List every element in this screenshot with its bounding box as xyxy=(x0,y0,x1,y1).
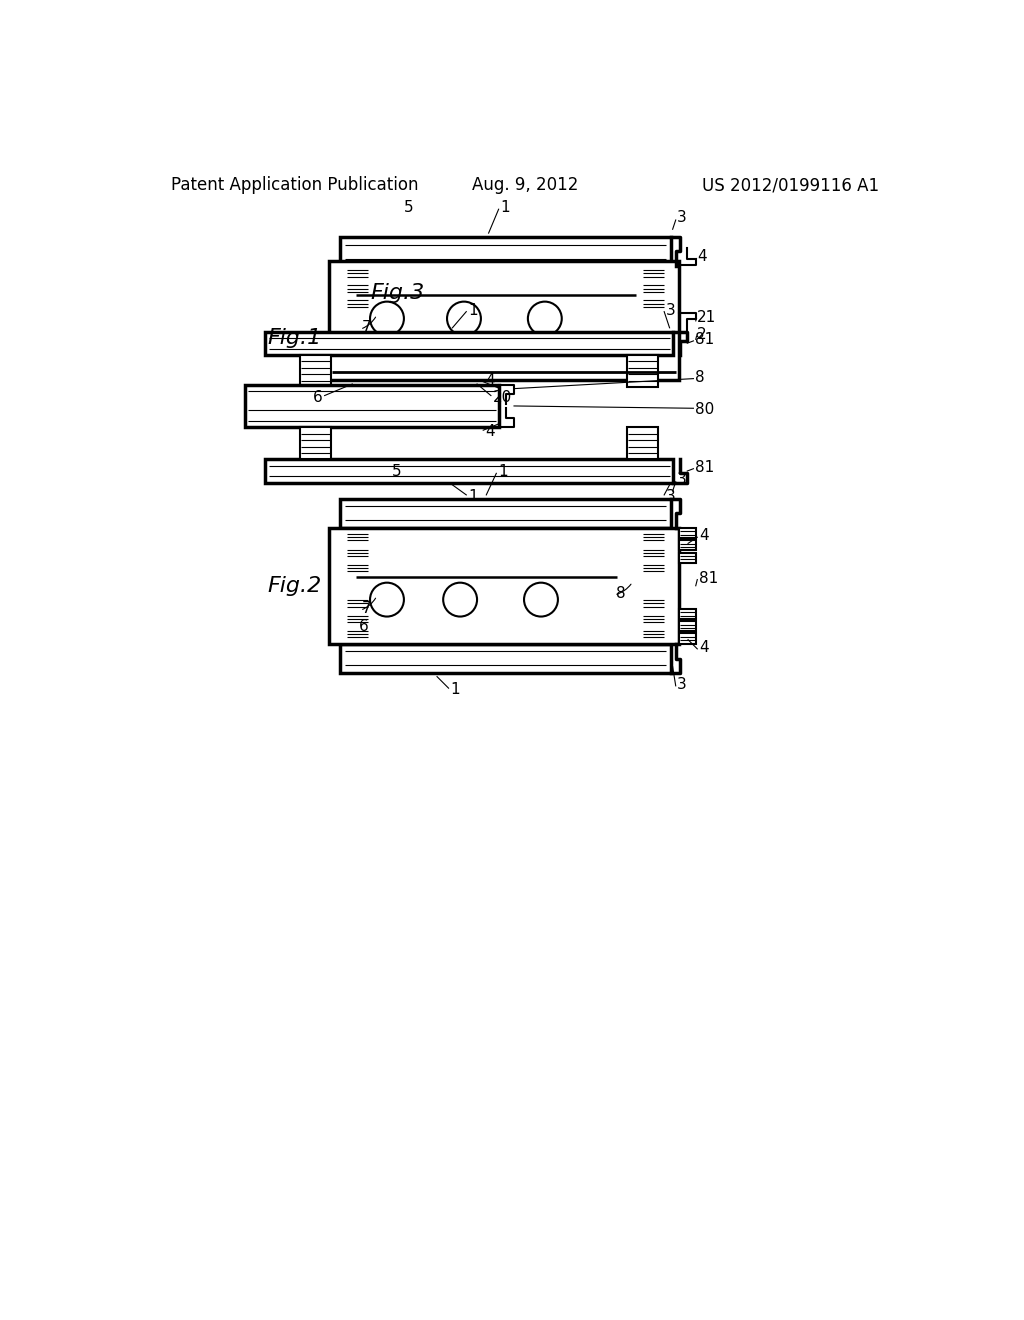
Text: 4: 4 xyxy=(697,249,707,264)
Text: Fig.3: Fig.3 xyxy=(371,284,425,304)
Bar xyxy=(679,622,695,631)
Text: 3: 3 xyxy=(677,677,687,692)
Text: Aug. 9, 2012: Aug. 9, 2012 xyxy=(472,177,578,194)
Bar xyxy=(300,428,331,459)
Text: 1: 1 xyxy=(468,488,477,504)
Bar xyxy=(642,597,665,610)
Bar xyxy=(265,459,674,483)
Text: 20: 20 xyxy=(493,389,512,405)
Text: US 2012/0199116 A1: US 2012/0199116 A1 xyxy=(701,177,879,194)
Bar xyxy=(340,238,671,267)
Bar xyxy=(642,281,665,296)
Bar xyxy=(642,531,665,544)
Bar xyxy=(346,281,370,296)
Text: 7: 7 xyxy=(361,602,371,616)
Text: Fig.1: Fig.1 xyxy=(267,327,322,347)
Bar xyxy=(642,297,665,312)
Bar xyxy=(330,528,679,644)
Bar xyxy=(346,612,370,626)
Text: 4: 4 xyxy=(698,640,709,655)
Bar xyxy=(340,644,671,673)
Bar xyxy=(346,531,370,544)
Text: 2: 2 xyxy=(697,327,707,342)
Text: 81: 81 xyxy=(695,459,714,475)
Text: 4: 4 xyxy=(484,424,495,440)
Text: 8: 8 xyxy=(615,586,626,601)
Bar xyxy=(642,562,665,574)
Bar xyxy=(346,546,370,558)
Bar xyxy=(346,267,370,280)
Text: 21: 21 xyxy=(697,309,717,325)
Text: 1: 1 xyxy=(468,302,477,318)
Bar xyxy=(679,528,695,539)
Text: 5: 5 xyxy=(403,201,414,215)
Bar xyxy=(346,628,370,640)
Bar xyxy=(642,628,665,640)
Text: Patent Application Publication: Patent Application Publication xyxy=(171,177,418,194)
Text: 81: 81 xyxy=(698,570,718,586)
Text: 1: 1 xyxy=(451,682,460,697)
Text: 3: 3 xyxy=(666,302,676,318)
Bar xyxy=(300,355,331,387)
Bar xyxy=(265,331,674,355)
Bar xyxy=(679,540,695,550)
Text: 6: 6 xyxy=(358,619,369,634)
Bar xyxy=(245,385,499,428)
Bar xyxy=(642,612,665,626)
Bar xyxy=(330,261,679,380)
Text: Fig.2: Fig.2 xyxy=(267,576,322,595)
Bar xyxy=(679,634,695,644)
Bar xyxy=(679,609,695,619)
Text: 8: 8 xyxy=(695,370,705,384)
Bar xyxy=(346,597,370,610)
Bar xyxy=(642,267,665,280)
Bar xyxy=(340,499,671,528)
Text: 4: 4 xyxy=(698,528,709,544)
Bar xyxy=(628,355,658,387)
Bar xyxy=(628,428,658,459)
Bar xyxy=(679,553,695,562)
Text: 3: 3 xyxy=(677,473,687,487)
Text: 6: 6 xyxy=(313,389,323,405)
Bar xyxy=(346,562,370,574)
Text: 5: 5 xyxy=(392,465,402,479)
Text: 3: 3 xyxy=(677,210,687,226)
Text: 81: 81 xyxy=(695,331,714,347)
Text: 1: 1 xyxy=(498,465,508,479)
Text: 7: 7 xyxy=(361,321,371,335)
Text: 1: 1 xyxy=(500,201,510,215)
Text: 3: 3 xyxy=(666,488,676,504)
Text: 4: 4 xyxy=(484,372,495,388)
Bar xyxy=(642,546,665,558)
Text: 80: 80 xyxy=(695,403,714,417)
Bar xyxy=(346,297,370,312)
